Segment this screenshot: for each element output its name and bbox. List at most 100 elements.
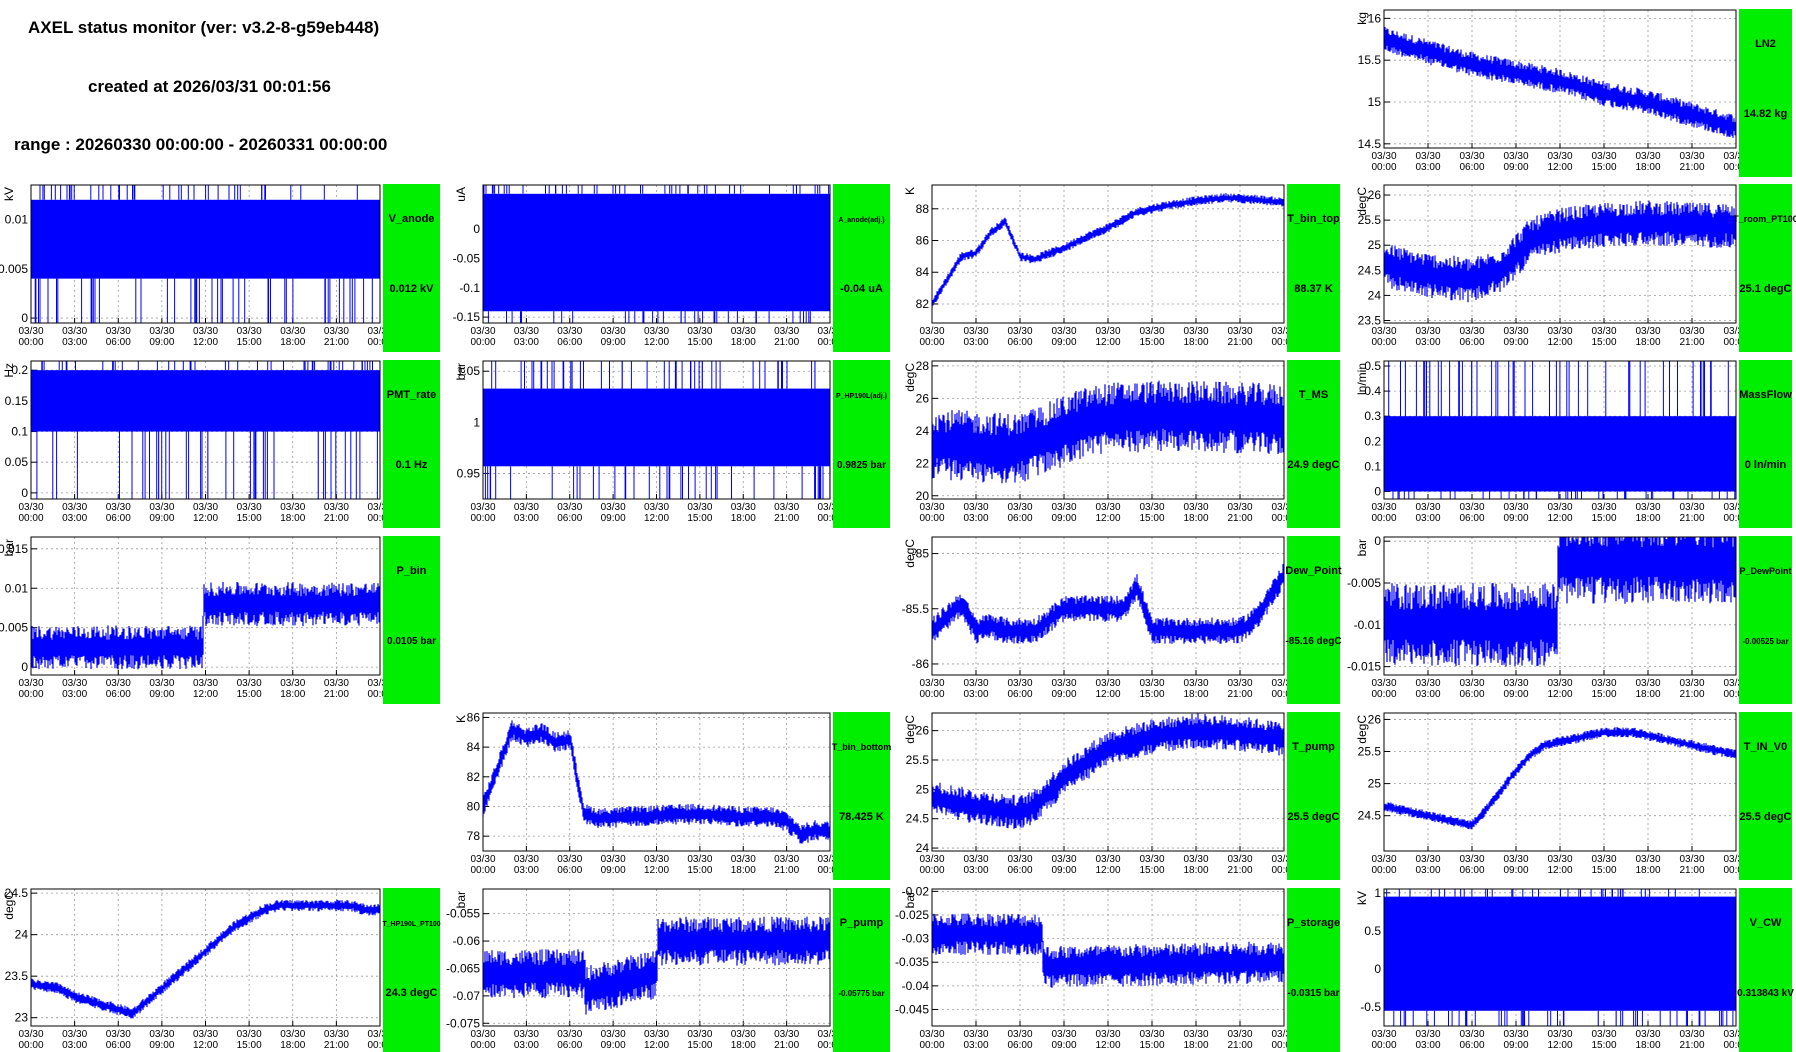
x-tick-label: 06:00 xyxy=(557,865,582,876)
series-trace xyxy=(31,582,380,670)
x-tick-label: 12:00 xyxy=(1547,865,1572,876)
x-tick-label: 03:00 xyxy=(963,1040,988,1051)
x-tick-label: 03/30 xyxy=(1051,854,1076,865)
chart-p-pump: 03/3000:0003/3003:0003/3006:0003/3009:00… xyxy=(446,888,890,1052)
y-tick-label: 23.5 xyxy=(1358,313,1382,327)
x-tick-label: 03/30 xyxy=(514,326,539,337)
x-tick-label: 12:00 xyxy=(644,513,669,524)
y-axis-unit: degC xyxy=(903,715,917,744)
x-tick-label: 03:00 xyxy=(963,337,988,348)
trace-spikes xyxy=(34,185,373,323)
y-axis-unit: ln/min xyxy=(1355,363,1369,395)
x-tick-label: 03/30 xyxy=(149,326,174,337)
x-tick-label: 06:00 xyxy=(1459,865,1484,876)
plot-frame xyxy=(1383,888,1737,1027)
x-tick-label: 00:00 xyxy=(1723,1040,1748,1051)
x-tick-label: 15:00 xyxy=(1591,1040,1616,1051)
x-tick-label: 12:00 xyxy=(1547,513,1572,524)
x-tick-label: 15:00 xyxy=(687,1040,712,1051)
x-tick-label: 03/30 xyxy=(557,326,582,337)
status-value: 0.313843 kV xyxy=(1737,988,1794,999)
x-tick-label: 21:00 xyxy=(1679,513,1704,524)
y-axis-unit: degC xyxy=(903,363,917,392)
x-tick-label: 12:00 xyxy=(193,1040,218,1051)
x-tick-label: 03/30 xyxy=(687,1029,712,1040)
x-tick-label: 18:00 xyxy=(731,513,756,524)
y-tick-label: 1 xyxy=(1374,886,1381,900)
x-tick-label: 09:00 xyxy=(1503,865,1528,876)
y-tick-label: 25 xyxy=(1368,238,1382,252)
x-tick-label: 18:00 xyxy=(1183,337,1208,348)
x-tick-label: 00:00 xyxy=(1371,337,1396,348)
x-tick-label: 15:00 xyxy=(1591,865,1616,876)
x-tick-label: 03:00 xyxy=(1415,1040,1440,1051)
x-tick-label: 06:00 xyxy=(1459,162,1484,173)
trace-band xyxy=(483,388,830,467)
status-name: V_CW xyxy=(1750,917,1782,929)
status-value: 0 ln/min xyxy=(1745,459,1787,471)
x-tick-label: 03/30 xyxy=(62,678,87,689)
x-tick-label: 21:00 xyxy=(1679,865,1704,876)
status-box xyxy=(1739,184,1792,352)
x-tick-label: 03/30 xyxy=(731,326,756,337)
x-tick-label: 03/30 xyxy=(1547,502,1572,513)
x-tick-label: 03/30 xyxy=(193,326,218,337)
x-tick-label: 06:00 xyxy=(1459,337,1484,348)
x-tick-label: 15:00 xyxy=(1139,513,1164,524)
x-tick-label: 03/30 xyxy=(1679,326,1704,337)
x-tick-label: 03/31 xyxy=(1723,854,1748,865)
x-tick-label: 03/30 xyxy=(106,1029,131,1040)
x-tick-label: 21:00 xyxy=(1679,689,1704,700)
plot-frame xyxy=(30,888,381,1027)
x-tick-label: 03/31 xyxy=(1723,1029,1748,1040)
x-tick-label: 09:00 xyxy=(1051,513,1076,524)
x-tick-label: 06:00 xyxy=(1007,513,1032,524)
y-tick-label: 84 xyxy=(916,265,930,279)
x-tick-label: 03/30 xyxy=(62,502,87,513)
y-axis-unit: K xyxy=(454,715,468,723)
x-tick-label: 03:00 xyxy=(514,513,539,524)
status-value: 24.9 degC xyxy=(1288,459,1340,471)
x-tick-label: 03/30 xyxy=(1139,1029,1164,1040)
plot-frame xyxy=(1383,9,1737,149)
status-box xyxy=(383,536,440,704)
x-tick-label: 03/30 xyxy=(1095,854,1120,865)
status-box xyxy=(1287,712,1340,880)
trace-band xyxy=(1384,896,1736,1011)
x-tick-label: 00:00 xyxy=(367,689,392,700)
status-name: V_anode xyxy=(389,213,435,225)
y-tick-label: 0 xyxy=(1374,484,1381,498)
x-tick-label: 03/30 xyxy=(1183,1029,1208,1040)
y-axis-unit: bar xyxy=(2,539,16,556)
x-tick-label: 03/30 xyxy=(106,326,131,337)
status-box xyxy=(1739,9,1792,177)
trace-band xyxy=(31,199,380,279)
x-tick-label: 03/30 xyxy=(1503,502,1528,513)
series-trace xyxy=(1384,200,1736,303)
x-tick-label: 03/30 xyxy=(1095,502,1120,513)
x-tick-label: 03/30 xyxy=(1007,678,1032,689)
y-axis-unit: degC xyxy=(1355,715,1369,744)
x-tick-label: 03/30 xyxy=(1547,326,1572,337)
status-name: MassFlow xyxy=(1739,389,1792,401)
x-tick-label: 03/31 xyxy=(1271,1029,1296,1040)
x-tick-label: 03:00 xyxy=(1415,689,1440,700)
y-axis-unit: degC xyxy=(903,539,917,568)
x-tick-label: 03/30 xyxy=(18,1029,43,1040)
status-box xyxy=(833,712,890,880)
trace-line xyxy=(932,380,1284,484)
series-trace xyxy=(932,562,1284,644)
x-tick-label: 00:00 xyxy=(919,689,944,700)
x-tick-label: 03/30 xyxy=(963,326,988,337)
x-tick-label: 03/30 xyxy=(1183,502,1208,513)
x-tick-label: 03/30 xyxy=(1679,151,1704,162)
x-tick-label: 03/30 xyxy=(324,1029,349,1040)
x-tick-label: 00:00 xyxy=(470,337,495,348)
trace-line xyxy=(31,899,380,1019)
x-tick-label: 09:00 xyxy=(601,1040,626,1051)
x-tick-label: 03/30 xyxy=(18,678,43,689)
x-tick-label: 03/30 xyxy=(1415,326,1440,337)
y-axis-unit: uA xyxy=(454,187,468,202)
x-tick-label: 03/30 xyxy=(687,326,712,337)
x-tick-label: 03/30 xyxy=(1051,502,1076,513)
